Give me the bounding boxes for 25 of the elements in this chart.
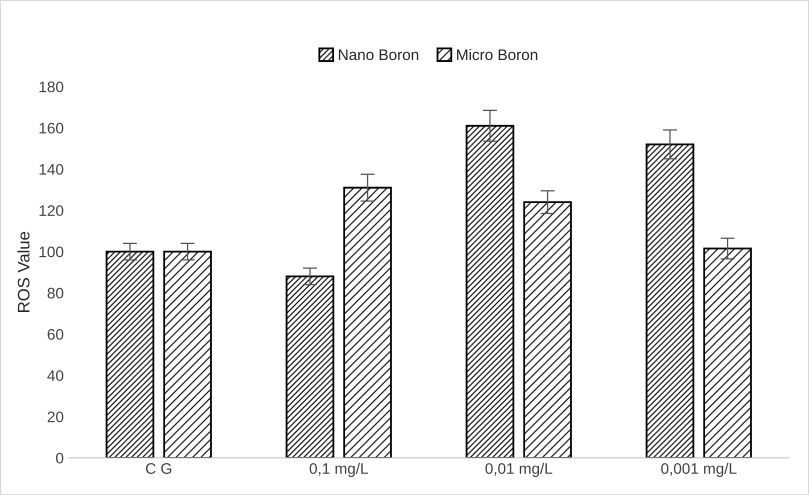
y-tick-label: 140: [40, 164, 64, 175]
y-tick-label: 160: [40, 122, 64, 134]
bar: [703, 248, 752, 458]
bar: [286, 275, 334, 458]
bar: [106, 250, 154, 458]
y-tick-label: 40: [47, 370, 64, 382]
x-tick-label: 0,1 mg/L: [310, 462, 368, 477]
bar: [523, 201, 572, 458]
x-tick-label: 0,001 mg/L: [661, 462, 736, 477]
x-tick-label: 0,01 mg/L: [485, 462, 552, 477]
bar: [343, 186, 392, 458]
y-tick-label: 0: [56, 452, 64, 464]
y-tick-label: 20: [48, 411, 64, 422]
y-axis-title: ROS Value: [17, 232, 30, 312]
y-tick-label: 80: [48, 288, 64, 299]
legend-label: Micro Boron: [457, 48, 538, 60]
bar: [466, 124, 514, 458]
x-tick-label: C G: [146, 463, 172, 474]
bar: [646, 143, 694, 458]
y-tick-label: 120: [40, 205, 64, 216]
y-tick-label: 180: [40, 81, 64, 92]
y-tick-label: 60: [48, 328, 64, 340]
y-tick-label: 100: [40, 246, 64, 258]
legend-label: Nano Boron: [338, 50, 418, 60]
bar: [163, 250, 212, 458]
